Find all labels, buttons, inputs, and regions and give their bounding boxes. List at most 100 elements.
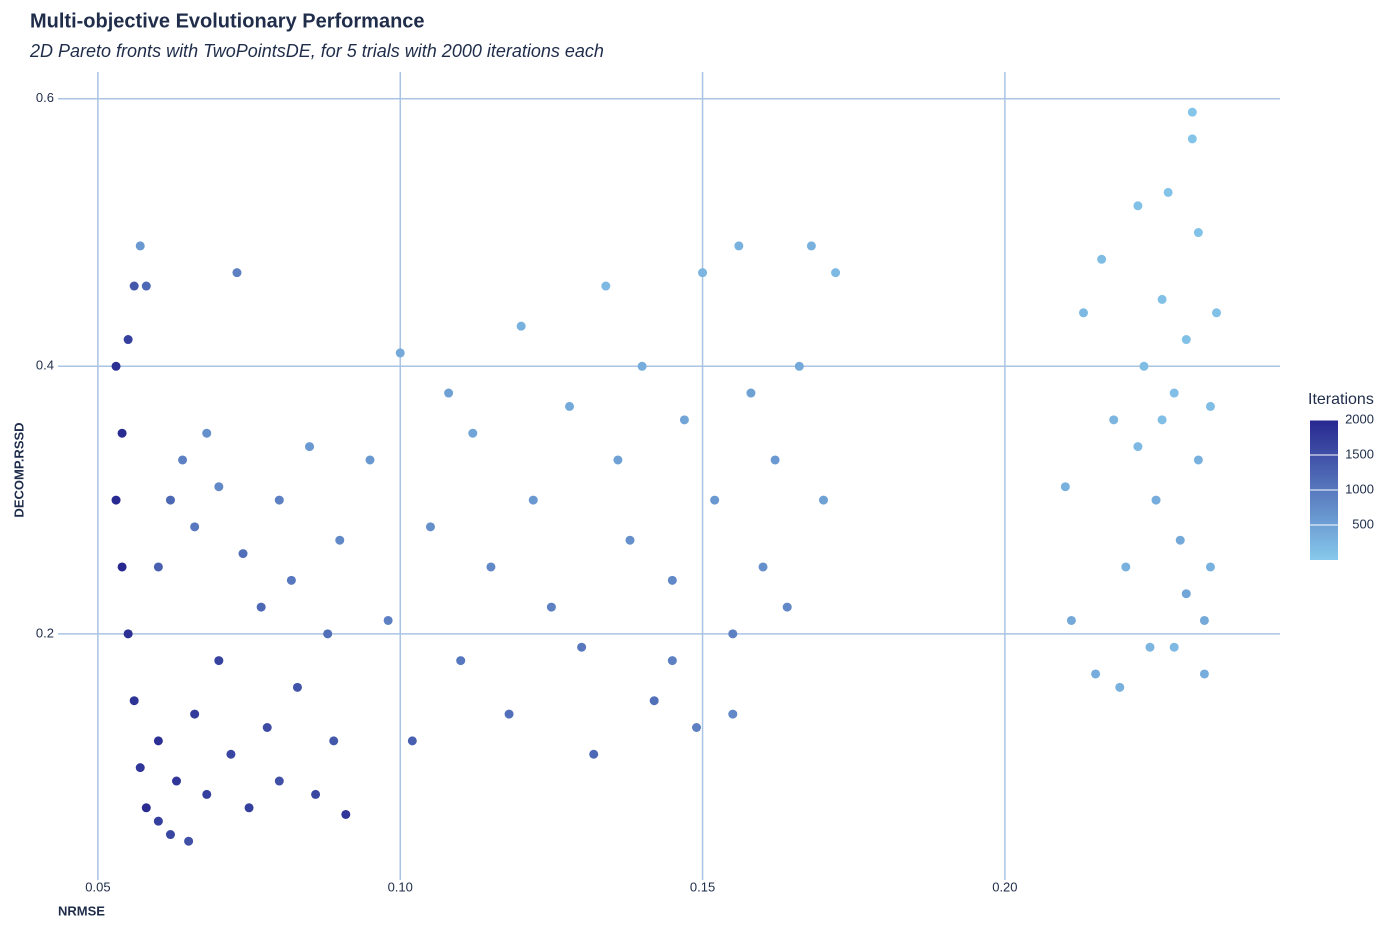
point bbox=[165, 830, 175, 840]
point bbox=[190, 709, 200, 719]
point bbox=[141, 803, 151, 813]
point bbox=[1060, 482, 1070, 492]
point bbox=[256, 602, 266, 612]
point bbox=[123, 629, 133, 639]
point bbox=[274, 776, 284, 786]
point bbox=[1145, 642, 1155, 652]
point bbox=[589, 749, 599, 759]
point bbox=[577, 642, 587, 652]
point bbox=[1199, 669, 1209, 679]
point bbox=[637, 361, 647, 371]
point bbox=[1181, 335, 1191, 345]
point bbox=[311, 789, 321, 799]
y-tick-label: 0.6 bbox=[36, 90, 54, 105]
y-axis-title: DECOMP.RSSD bbox=[11, 422, 26, 517]
colorbar-tick-label: 500 bbox=[1352, 516, 1374, 531]
point bbox=[153, 562, 163, 572]
point bbox=[1193, 455, 1203, 465]
point bbox=[806, 241, 816, 251]
y-tick-label: 0.4 bbox=[36, 358, 54, 373]
x-tick-label: 0.15 bbox=[690, 879, 715, 894]
point bbox=[117, 428, 127, 438]
point bbox=[486, 562, 496, 572]
point bbox=[613, 455, 623, 465]
point bbox=[407, 736, 417, 746]
point bbox=[232, 268, 242, 278]
point bbox=[601, 281, 611, 291]
point bbox=[323, 629, 333, 639]
point bbox=[274, 495, 284, 505]
point bbox=[1199, 615, 1209, 625]
point bbox=[135, 241, 145, 251]
point bbox=[1157, 294, 1167, 304]
point bbox=[395, 348, 405, 358]
point bbox=[625, 535, 635, 545]
point bbox=[444, 388, 454, 398]
point bbox=[1187, 134, 1197, 144]
point bbox=[1078, 308, 1088, 318]
point bbox=[214, 482, 224, 492]
point bbox=[190, 522, 200, 532]
point bbox=[226, 749, 236, 759]
point bbox=[111, 361, 121, 371]
point bbox=[1187, 107, 1197, 117]
point bbox=[1169, 642, 1179, 652]
point bbox=[1193, 228, 1203, 238]
point bbox=[153, 736, 163, 746]
point bbox=[365, 455, 375, 465]
x-axis-title: NRMSE bbox=[58, 903, 105, 918]
colorbar-tick-label: 2000 bbox=[1345, 411, 1374, 426]
point bbox=[770, 455, 780, 465]
point bbox=[456, 656, 466, 666]
x-tick-label: 0.10 bbox=[388, 879, 413, 894]
point bbox=[679, 415, 689, 425]
point bbox=[153, 816, 163, 826]
point bbox=[546, 602, 556, 612]
point bbox=[184, 836, 194, 846]
point bbox=[1133, 201, 1143, 211]
point bbox=[1097, 254, 1107, 264]
x-tick-label: 0.20 bbox=[992, 879, 1017, 894]
point bbox=[728, 709, 738, 719]
point bbox=[286, 575, 296, 585]
point bbox=[244, 803, 254, 813]
point bbox=[141, 281, 151, 291]
point bbox=[238, 549, 248, 559]
point bbox=[129, 281, 139, 291]
point bbox=[794, 361, 804, 371]
point bbox=[1121, 562, 1131, 572]
point bbox=[528, 495, 538, 505]
point bbox=[178, 455, 188, 465]
point bbox=[305, 442, 315, 452]
point bbox=[1175, 535, 1185, 545]
point bbox=[818, 495, 828, 505]
point bbox=[129, 696, 139, 706]
point bbox=[1169, 388, 1179, 398]
point bbox=[123, 335, 133, 345]
point bbox=[425, 522, 435, 532]
point bbox=[746, 388, 756, 398]
point bbox=[667, 656, 677, 666]
point bbox=[214, 656, 224, 666]
point bbox=[758, 562, 768, 572]
point bbox=[1139, 361, 1149, 371]
point bbox=[335, 535, 345, 545]
point bbox=[262, 722, 272, 732]
legend-title: Iterations bbox=[1308, 391, 1374, 408]
point bbox=[1157, 415, 1167, 425]
y-tick-label: 0.2 bbox=[36, 625, 54, 640]
point bbox=[1181, 589, 1191, 599]
point bbox=[292, 682, 302, 692]
point bbox=[1115, 682, 1125, 692]
x-tick-label: 0.05 bbox=[85, 879, 110, 894]
point bbox=[117, 562, 127, 572]
point bbox=[698, 268, 708, 278]
point bbox=[667, 575, 677, 585]
point bbox=[1091, 669, 1101, 679]
chart-title: Multi-objective Evolutionary Performance bbox=[30, 10, 425, 32]
point bbox=[649, 696, 659, 706]
point bbox=[111, 495, 121, 505]
point bbox=[1133, 442, 1143, 452]
point bbox=[1109, 415, 1119, 425]
point bbox=[329, 736, 339, 746]
